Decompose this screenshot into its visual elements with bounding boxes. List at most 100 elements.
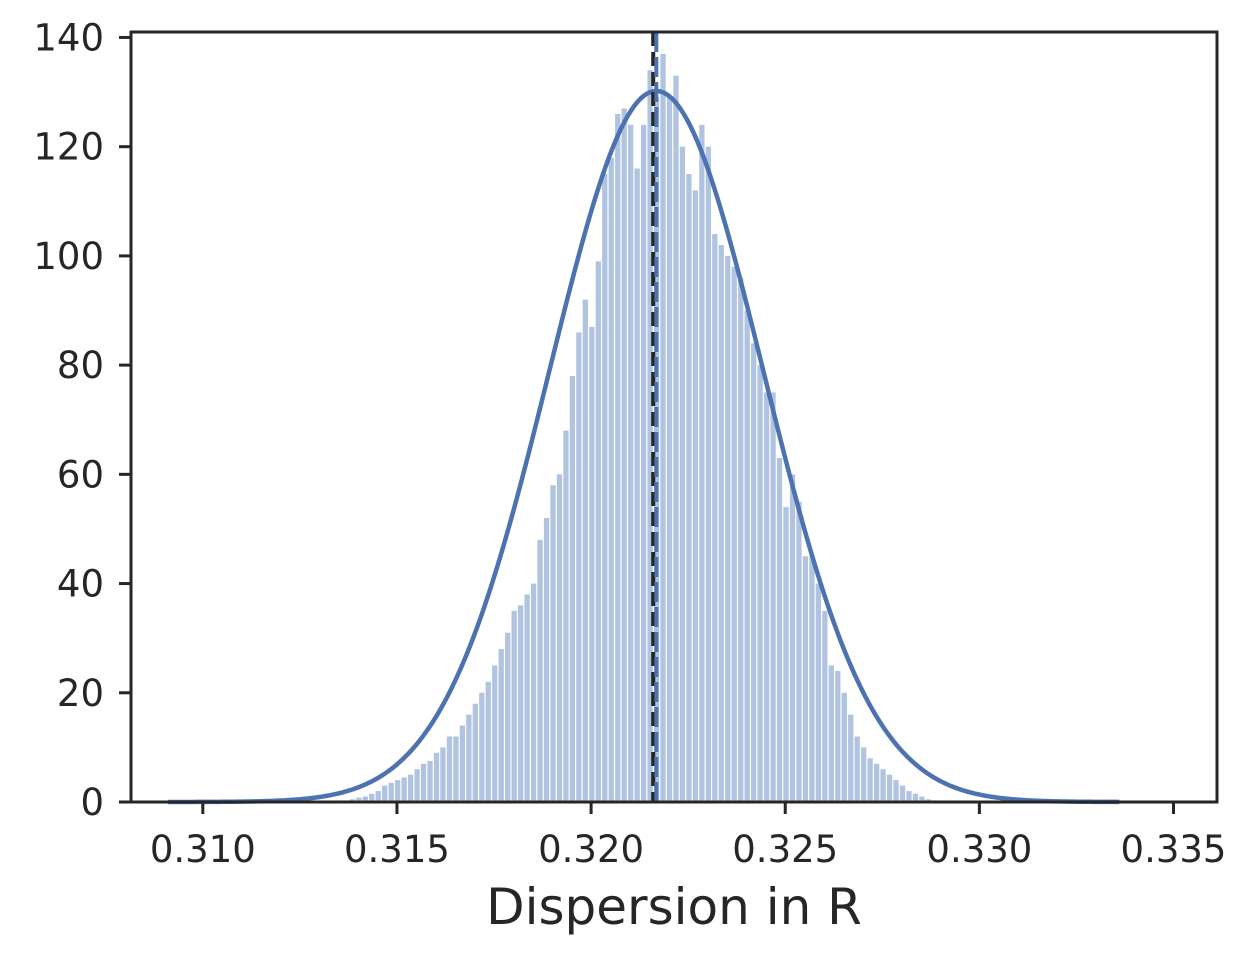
histogram-bar: [485, 681, 491, 802]
histogram-bar: [666, 97, 673, 802]
histogram-bar: [686, 173, 692, 802]
x-axis-ticks: 0.310 0.315 0.320 0.325 0.330 0.335: [150, 802, 1227, 871]
histogram-bar: [356, 797, 362, 802]
histogram-bar: [615, 113, 621, 802]
histogram-bar: [401, 777, 407, 802]
histogram-bar: [712, 234, 718, 802]
histogram-bar: [595, 261, 601, 802]
histogram-bar: [692, 190, 699, 803]
histogram-bar: [563, 430, 569, 802]
y-tick-label: 120: [33, 126, 104, 169]
x-tick-label: 0.335: [1121, 828, 1227, 871]
histogram-bar: [362, 796, 368, 802]
histogram-bar: [375, 791, 381, 802]
histogram-bar: [699, 124, 705, 803]
histogram-bar: [446, 736, 453, 802]
histogram-bar: [835, 670, 841, 802]
histogram-bar: [899, 785, 906, 802]
histogram-bar: [608, 157, 614, 802]
histogram-bar: [841, 692, 847, 802]
histogram-bar: [873, 763, 880, 802]
histogram-bar: [576, 332, 582, 802]
y-tick-label: 100: [33, 235, 104, 278]
histogram-bar: [789, 474, 796, 802]
histogram-bar: [395, 780, 401, 802]
reference-lines: [651, 32, 659, 802]
histogram-bar: [407, 774, 414, 802]
x-tick-label: 0.310: [150, 828, 256, 871]
histogram-bar: [569, 376, 576, 802]
histogram-bar: [757, 365, 763, 802]
y-tick-label: 80: [57, 344, 104, 387]
histogram-bar: [763, 392, 770, 802]
histogram-bar: [886, 774, 893, 802]
histogram-bar: [537, 539, 543, 802]
histogram-bar: [382, 785, 388, 802]
histogram-bar: [505, 632, 511, 802]
histogram-bar: [420, 763, 427, 802]
histogram-bar: [867, 758, 873, 802]
histogram-bar: [751, 343, 757, 802]
x-tick-label: 0.330: [926, 828, 1032, 871]
histogram-bar: [640, 124, 647, 803]
histogram-bar: [854, 736, 860, 802]
histogram-bar: [848, 714, 854, 802]
y-tick-label: 140: [33, 16, 104, 59]
histogram-bar: [770, 392, 776, 802]
histogram-bar: [466, 714, 472, 802]
histogram-bar: [453, 736, 459, 802]
kde-curve: [167, 88, 1120, 805]
histogram-bar: [621, 108, 627, 802]
kde-curve-group: [167, 88, 1120, 805]
histogram-bar: [796, 501, 802, 802]
histogram-bar: [440, 747, 446, 802]
histogram-bar: [556, 474, 563, 802]
histogram-bar: [828, 665, 834, 802]
histogram-bar: [660, 53, 666, 802]
histogram-bar: [543, 518, 550, 802]
histogram-bar: [518, 605, 524, 802]
histogram-bar: [744, 310, 750, 802]
histogram-bar: [414, 769, 420, 802]
histogram-bar: [906, 791, 912, 802]
histogram-bar: [776, 457, 783, 802]
histogram-bars: [168, 53, 1119, 803]
x-tick-label: 0.320: [538, 828, 644, 871]
histogram-bar: [511, 610, 517, 802]
y-tick-label: 20: [57, 672, 104, 715]
histogram-bar: [628, 124, 634, 803]
histogram-bar: [880, 769, 886, 802]
histogram-bar: [427, 761, 433, 802]
histogram-bar: [912, 793, 919, 802]
y-tick-label: 0: [80, 781, 104, 824]
x-tick-label: 0.325: [732, 828, 838, 871]
histogram-bar: [498, 649, 504, 802]
histogram-bar: [582, 299, 588, 802]
histogram-bar: [802, 556, 809, 802]
histogram-bar: [679, 146, 686, 802]
plot-frame: [129, 30, 1219, 804]
histogram-bar: [589, 326, 595, 802]
y-axis-ticks: 0 20 40 60 80 100 120 140: [33, 16, 131, 824]
histogram-bar: [492, 665, 498, 802]
histogram-bar: [479, 692, 485, 802]
histogram-bar: [718, 244, 724, 802]
histogram-bar: [783, 507, 789, 802]
histogram-bar: [647, 70, 653, 803]
histogram-bar: [815, 583, 822, 802]
y-tick-label: 40: [57, 563, 104, 606]
histogram-bar: [634, 168, 640, 802]
histogram-bar: [524, 594, 530, 802]
histogram-bar: [738, 277, 744, 802]
histogram-bar: [731, 266, 737, 802]
histogram-bar: [433, 752, 440, 802]
histogram-bar: [893, 780, 899, 802]
histogram-bar: [602, 173, 608, 802]
histogram-bar: [673, 75, 679, 803]
histogram-bar: [725, 255, 731, 803]
histogram-bar: [550, 485, 556, 802]
y-tick-label: 60: [57, 453, 104, 496]
histogram-bar: [369, 793, 375, 802]
x-tick-label: 0.315: [344, 828, 450, 871]
